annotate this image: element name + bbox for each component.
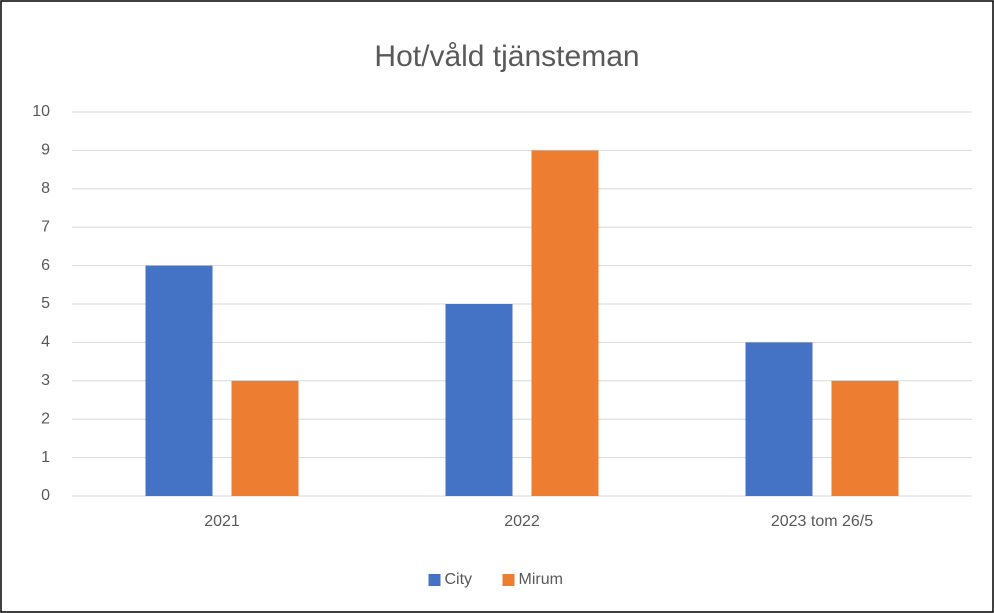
y-tick-label: 10 — [32, 103, 50, 120]
y-tick-label: 6 — [41, 257, 50, 274]
legend-label: Mirum — [519, 571, 563, 588]
bar — [231, 380, 299, 496]
bar — [831, 380, 899, 496]
y-tick-label: 1 — [41, 449, 50, 466]
y-tick-label: 2 — [41, 410, 50, 427]
y-tick-label: 7 — [41, 218, 50, 235]
bar — [445, 304, 513, 496]
x-tick-label: 2022 — [504, 513, 540, 530]
chart-title: Hot/våld tjänsteman — [374, 40, 639, 73]
y-tick-label: 3 — [41, 372, 50, 389]
bar — [145, 265, 213, 496]
x-tick-label: 2023 tom 26/5 — [771, 513, 873, 530]
y-tick-label: 4 — [41, 334, 50, 351]
bar — [531, 150, 599, 496]
legend-swatch — [502, 574, 515, 586]
y-tick-label: 9 — [41, 142, 50, 159]
y-tick-label: 8 — [41, 180, 50, 197]
legend-swatch — [428, 574, 441, 586]
y-tick-label: 0 — [41, 487, 50, 504]
legend-label: City — [445, 571, 473, 588]
bar — [745, 342, 813, 496]
y-tick-label: 5 — [41, 295, 50, 312]
x-tick-label: 2021 — [204, 513, 240, 530]
